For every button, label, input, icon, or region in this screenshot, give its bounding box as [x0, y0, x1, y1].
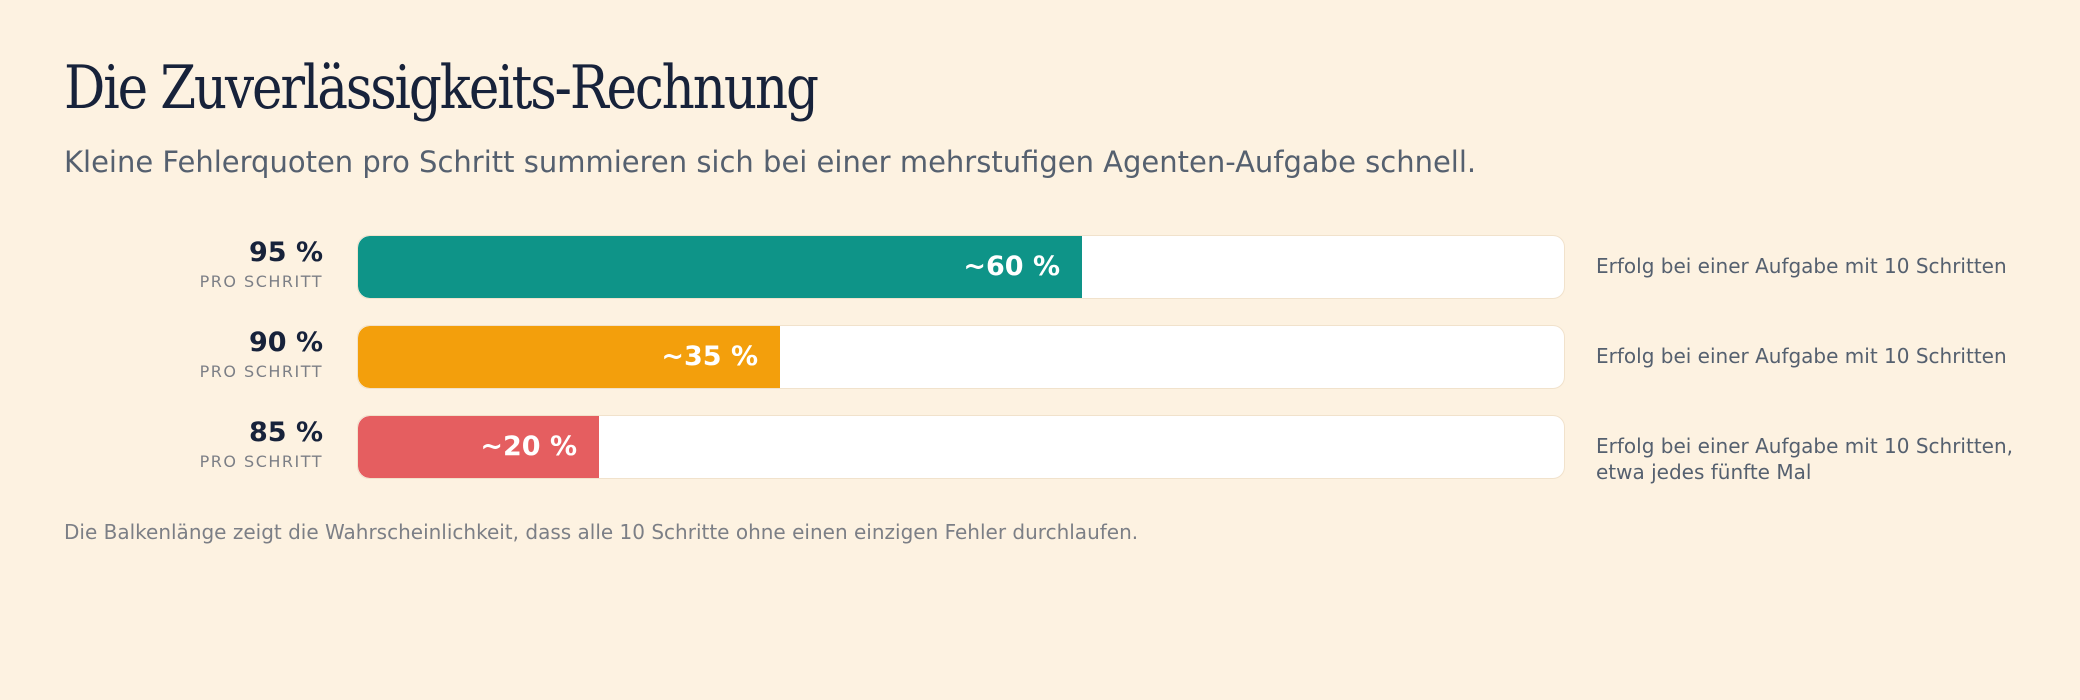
bar: ~35 % — [358, 326, 780, 388]
bar-track: ~20 % — [357, 415, 1565, 479]
footnote: Die Balkenlänge zeigt die Wahrscheinlich… — [64, 520, 1139, 544]
bar-row: 95 % PRO SCHRITT ~60 % Erfolg bei einer Auf… — [0, 235, 2080, 299]
bar-annotation: Erfolg bei einer Aufgabe mit 10 Schritte… — [1596, 254, 2007, 278]
bar: ~20 % — [358, 416, 599, 478]
bar-annotation: Erfolg bei einer Aufgabe mit 10 Schritte… — [1596, 434, 2014, 484]
category-label: 90 % PRO SCHRITT — [200, 327, 323, 385]
bar-row: 90 % PRO SCHRITT ~35 % Erfolg bei einer Auf… — [0, 325, 2080, 389]
bar-row: 85 % PRO SCHRITT ~20 % Erfolg bei einer Auf… — [0, 415, 2080, 484]
category-value: 95 % — [248, 237, 323, 268]
category-sublabel: PRO SCHRITT — [199, 272, 323, 291]
page-title: Die Zuverlässigkeits-Rechnung — [64, 53, 819, 123]
bar: ~60 % — [358, 236, 1082, 298]
bar-value-label: ~20 % — [480, 431, 577, 462]
bar-track: ~35 % — [357, 325, 1565, 389]
category-sublabel: PRO SCHRITT — [199, 452, 323, 471]
category-sublabel: PRO SCHRITT — [199, 362, 323, 381]
page-subtitle: Kleine Fehlerquoten pro Schritt summiere… — [64, 145, 1477, 179]
bar-track: ~60 % — [357, 235, 1565, 299]
category-value: 85 % — [248, 417, 323, 448]
bar-value-label: ~35 % — [661, 341, 758, 372]
bar-value-label: ~60 % — [963, 251, 1060, 282]
category-label: 85 % PRO SCHRITT — [200, 417, 323, 475]
category-label: 95 % PRO SCHRITT — [200, 237, 323, 295]
category-value: 90 % — [248, 327, 323, 358]
bar-annotation: Erfolg bei einer Aufgabe mit 10 Schritte… — [1596, 344, 2007, 368]
